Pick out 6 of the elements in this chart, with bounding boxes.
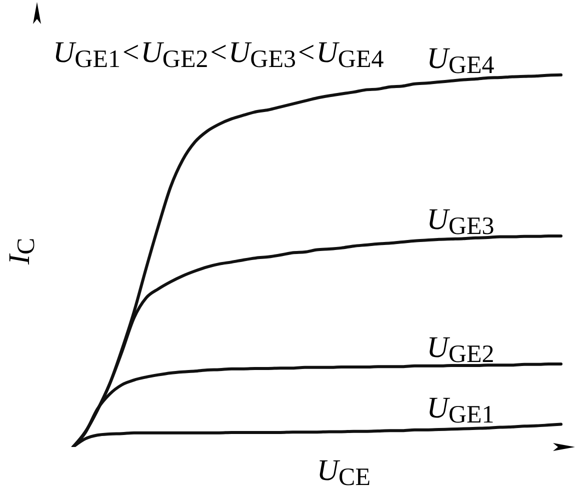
series-label: U$_{GE1}$ <box>426 391 494 428</box>
series-label: U$_{GE2}$ <box>426 331 494 368</box>
x-axis-title: U$_{CE}$ <box>316 454 370 489</box>
text: U$_{GE1}$<U$_{GE2}$<U$_{GE3}$<U$_{GE4}$ <box>53 36 384 73</box>
series-label: U$_{GE3}$ <box>426 203 494 240</box>
series-label: U$_{GE4}$ <box>426 42 495 79</box>
